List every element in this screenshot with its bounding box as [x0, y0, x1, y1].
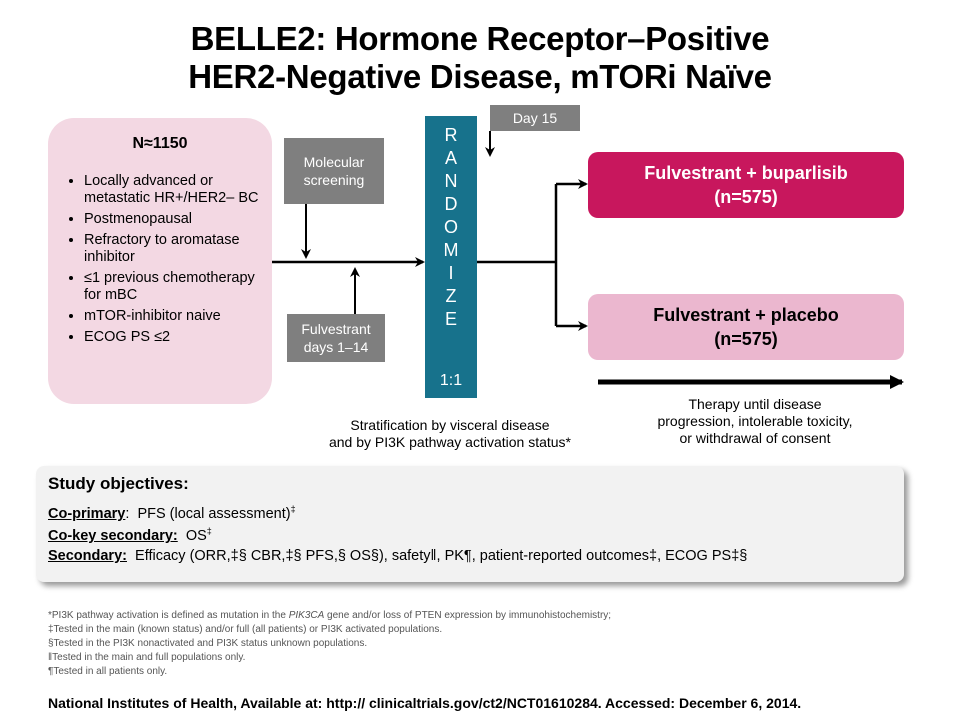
footnote-gene: PIK3CA — [288, 610, 325, 621]
randomize-letter: Z — [445, 286, 457, 306]
criteria-item: Locally advanced or metastatic HR+/HER2–… — [84, 173, 264, 207]
randomize-letter: D — [444, 194, 458, 214]
secondary-objective: Secondary: Efficacy (ORR,‡§ CBR,‡§ PFS,§… — [48, 548, 747, 564]
secondary-label: Secondary: — [48, 548, 127, 564]
footnote-text: gene and/or loss of PTEN expression by i… — [324, 610, 612, 621]
randomize-letter: E — [444, 309, 457, 329]
stratification-line: and by PI3K pathway activation status* — [328, 434, 572, 450]
day15-box: Day 15 — [490, 105, 580, 131]
arm-name: Fulvestrant + buparlisib — [644, 163, 848, 183]
footnote: §Tested in the PI3K nonactivated and PI3… — [48, 638, 368, 649]
fulvestrant-lead-label: Fulvestrant days 1–14 — [301, 321, 371, 355]
objectives-heading: Study objectives: — [48, 474, 189, 493]
therapy-note: Therapy until disease progression, intol… — [620, 396, 890, 447]
randomize-letter: R — [444, 125, 458, 145]
molecular-screening-label: Molecular screening — [303, 154, 365, 188]
footnote: ‡Tested in the main (known status) and/o… — [48, 624, 443, 635]
randomize-bar: R A N D O M I Z E 1:1 — [425, 116, 477, 398]
arm-buparlisib: Fulvestrant + buparlisib (n=575) — [588, 152, 904, 218]
coprimary-text: PFS (local assessment) — [137, 505, 291, 522]
title-line-2: HER2-Negative Disease, mTORi Naïve — [188, 58, 772, 95]
footnote: ¶Tested in all patients only. — [48, 666, 168, 677]
randomize-letters: R A N D O M I Z E — [425, 124, 477, 331]
title-line-1: BELLE2: Hormone Receptor–Positive — [190, 20, 770, 57]
therapy-note-line: progression, intolerable toxicity, — [657, 413, 853, 429]
arm-name: Fulvestrant + placebo — [653, 305, 839, 325]
study-objectives-box: Study objectives: Co-primary: PFS (local… — [36, 466, 904, 582]
randomize-letter: N — [444, 171, 458, 191]
randomize-letter: A — [444, 148, 457, 168]
criteria-item: Postmenopausal — [84, 211, 264, 228]
criteria-item: ≤1 previous chemotherapy for mBC — [84, 270, 264, 304]
criteria-item: Refractory to aromatase inhibitor — [84, 232, 264, 266]
secondary-text: Efficacy (ORR,‡§ CBR,‡§ PFS,§ OS§), safe… — [135, 548, 748, 564]
molecular-screening-box: Molecular screening — [284, 138, 384, 204]
stratification-line: Stratification by visceral disease — [350, 417, 550, 433]
source-citation: National Institutes of Health, Available… — [48, 695, 802, 711]
therapy-note-line: or withdrawal of consent — [679, 430, 831, 446]
footnote: ‖Tested in the main and full populations… — [48, 652, 246, 663]
page-title: BELLE2: Hormone Receptor–Positive HER2-N… — [0, 20, 960, 96]
randomize-letter: M — [443, 240, 459, 260]
randomize-ratio: 1:1 — [439, 372, 463, 389]
randomize-letter: I — [448, 263, 454, 283]
fulvestrant-lead-box: Fulvestrant days 1–14 — [287, 314, 385, 362]
cokey-objective: Co-key secondary: OS‡ — [48, 526, 212, 544]
footnotes: *PI3K pathway activation is defined as m… — [48, 609, 928, 679]
day15-label: Day 15 — [512, 110, 558, 126]
randomize-letter: O — [443, 217, 458, 237]
arm-n: (n=575) — [714, 187, 778, 207]
criteria-list: Locally advanced or metastatic HR+/HER2–… — [54, 173, 264, 350]
footnote-text: *PI3K pathway activation is defined as m… — [48, 610, 289, 621]
cokey-text: OS — [185, 527, 207, 544]
therapy-note-line: Therapy until disease — [688, 396, 822, 412]
arm-placebo: Fulvestrant + placebo (n=575) — [588, 294, 904, 360]
coprimary-objective: Co-primary: PFS (local assessment)‡ — [48, 504, 296, 522]
criteria-item: mTOR-inhibitor naive — [84, 308, 264, 325]
criteria-item: ECOG PS ≤2 — [84, 329, 264, 346]
population-size: N≈1150 — [132, 135, 188, 152]
coprimary-label: Co-primary — [48, 505, 126, 522]
footnote: *PI3K pathway activation is defined as m… — [48, 609, 928, 623]
population-box: Locally advanced or metastatic HR+/HER2–… — [48, 118, 272, 404]
arm-n: (n=575) — [714, 329, 778, 349]
stratification-note: Stratification by visceral disease and b… — [300, 417, 600, 451]
cokey-label: Co-key secondary: — [48, 527, 178, 544]
